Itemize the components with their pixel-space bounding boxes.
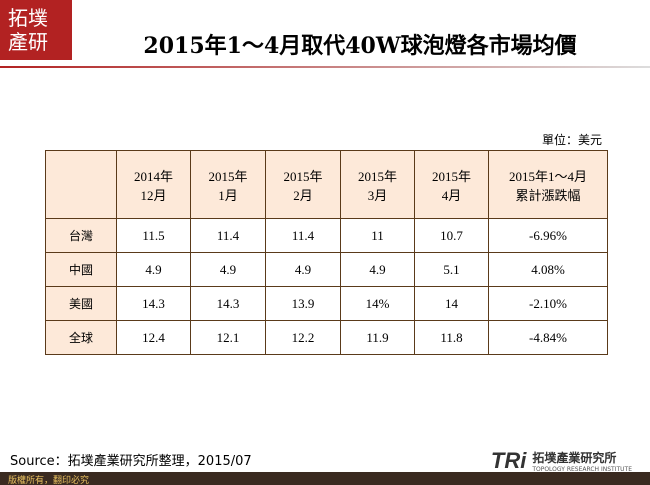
- data-row: 美國 14.3 14.3 13.9 14% 14 -2.10%: [45, 286, 608, 321]
- footer: 版權所有，翻印必究: [8, 476, 90, 485]
- header-line: 2015年: [208, 168, 248, 184]
- row-label: 台灣: [45, 218, 117, 253]
- header-cell: 2015年 1月: [190, 150, 266, 219]
- cell: 11.5: [116, 218, 191, 253]
- header-line: 2015年1～4月: [508, 168, 587, 184]
- cell: 14.3: [190, 286, 266, 321]
- header-cell: 2014年 12月: [116, 150, 191, 219]
- brand-name-en: TOPOLOGY RESEARCH INSTITUTE: [532, 466, 632, 473]
- data-row: 中國 4.9 4.9 4.9 4.9 5.1 4.08%: [45, 252, 608, 287]
- unit-note: 單位：美元: [541, 133, 602, 147]
- corner-cell: [45, 150, 117, 219]
- header-cell: 2015年1～4月 累計漲跌幅: [488, 150, 608, 219]
- header-line: 3月: [367, 187, 388, 203]
- cell: 4.9: [116, 252, 191, 287]
- row-label: 中國: [45, 252, 117, 287]
- cell: 11.4: [190, 218, 266, 253]
- cell: 4.9: [340, 252, 415, 287]
- header-line: 2月: [293, 187, 313, 203]
- cell: 14: [414, 286, 489, 321]
- footer-bar: [0, 472, 650, 485]
- header-line: 2015年: [283, 168, 323, 184]
- cell: 11.8: [414, 320, 489, 355]
- cell: 4.9: [265, 252, 341, 287]
- header-line: 2015年: [431, 168, 471, 184]
- cell: 4.08%: [488, 252, 608, 287]
- cell: 12.4: [116, 320, 191, 355]
- data-row: 台灣 11.5 11.4 11.4 11 10.7 -6.96%: [45, 218, 608, 253]
- title: 2015年1～4月取代40W球泡燈各市場均價: [143, 33, 577, 59]
- cell: 10.7: [414, 218, 489, 253]
- price-table: 2014年 12月 2015年 1月 2015年 2月 2015年 3月 2015年 4月 2015…: [45, 150, 608, 355]
- header-cell: 2015年 4月: [414, 150, 489, 219]
- title-rule: [0, 66, 650, 68]
- header-line: 1月: [218, 187, 238, 203]
- header-row: 2014年 12月 2015年 1月 2015年 2月 2015年 3月 2015年 4月 2015…: [45, 150, 608, 219]
- row-label: 全球: [45, 320, 117, 355]
- brand-name: 拓墣產業研究所: [532, 451, 617, 465]
- header-line: 2014年: [133, 168, 173, 184]
- header-line: 12月: [140, 187, 167, 203]
- logo-text: 拓墣: [8, 6, 48, 30]
- row-label: 美國: [45, 286, 117, 321]
- data-row: 全球 12.4 12.1 12.2 11.9 11.8 -4.84%: [45, 320, 608, 355]
- cell: -6.96%: [488, 218, 608, 253]
- cell: -2.10%: [488, 286, 608, 321]
- cell: 13.9: [265, 286, 341, 321]
- cell: 14%: [340, 286, 415, 321]
- cell: 5.1: [414, 252, 489, 287]
- cell: 11: [340, 218, 415, 253]
- brand-names: 拓墣產業研究所 TOPOLOGY RESEARCH INSTITUTE: [532, 449, 632, 473]
- header-line: 4月: [441, 187, 462, 203]
- header-line: 累計漲跌幅: [515, 187, 581, 203]
- header-cell: 2015年 2月: [265, 150, 341, 219]
- brand-mark: TRi: [490, 448, 527, 473]
- logo: 拓墣 產研: [0, 0, 72, 60]
- cell: -4.84%: [488, 320, 608, 355]
- cell: 12.1: [190, 320, 266, 355]
- cell: 11.9: [340, 320, 415, 355]
- cell: 11.4: [265, 218, 341, 253]
- cell: 12.2: [265, 320, 341, 355]
- header-cell: 2015年 3月: [340, 150, 415, 219]
- brand: TRi 拓墣產業研究所 TOPOLOGY RESEARCH INSTITUTE: [491, 448, 632, 474]
- logo-text: 產研: [8, 30, 48, 54]
- cell: 4.9: [190, 252, 266, 287]
- header-line: 2015年: [357, 168, 397, 184]
- cell: 14.3: [116, 286, 191, 321]
- source: Source：拓墣產業研究所整理，2015/07: [10, 454, 252, 469]
